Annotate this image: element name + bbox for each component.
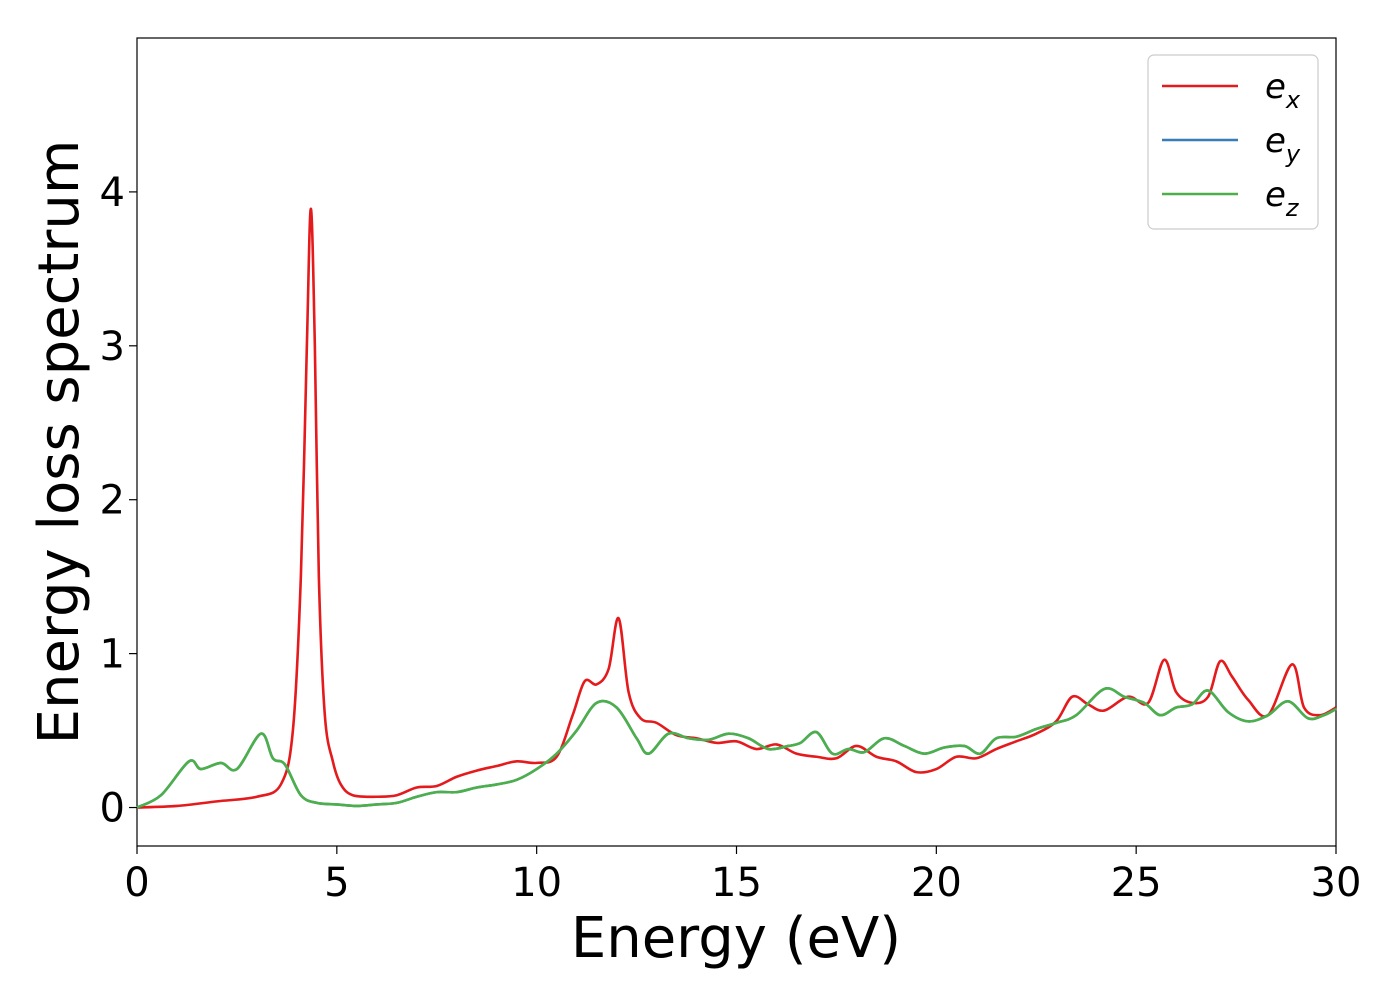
- y-tick-label: 3: [100, 324, 125, 370]
- plot-frame: [136, 37, 1337, 847]
- x-tick-label: 20: [911, 860, 962, 906]
- x-tick-label: 10: [511, 860, 562, 906]
- y-axis-label: Energy loss spectrum: [27, 140, 92, 745]
- x-axis-ticks: 0 5 10 15 20 25 30: [124, 846, 1361, 906]
- plot-area: [136, 37, 1337, 847]
- x-tick-label: 5: [324, 860, 349, 906]
- legend-label-ex: ex: [1265, 67, 1301, 114]
- x-axis-label: Energy (eV): [571, 906, 901, 971]
- legend-box: [1147, 54, 1319, 230]
- y-tick-label: 2: [100, 478, 125, 524]
- y-axis-ticks: 0 1 2 3 4: [100, 170, 137, 832]
- legend-entries: ex ey ez: [1162, 67, 1301, 222]
- legend-label-ey: ey: [1265, 121, 1301, 168]
- x-tick-label: 0: [124, 860, 149, 906]
- x-tick-label: 25: [1111, 860, 1162, 906]
- y-tick-label: 4: [100, 170, 125, 216]
- legend: ex ey ez: [1147, 54, 1319, 230]
- x-tick-label: 30: [1311, 860, 1362, 906]
- legend-label-ez: ez: [1265, 175, 1300, 222]
- series-line-ez: [136, 687, 1337, 809]
- series-layer: [136, 207, 1337, 809]
- x-tick-label: 15: [711, 860, 762, 906]
- y-tick-label: 0: [100, 786, 125, 832]
- y-tick-label: 1: [100, 632, 125, 678]
